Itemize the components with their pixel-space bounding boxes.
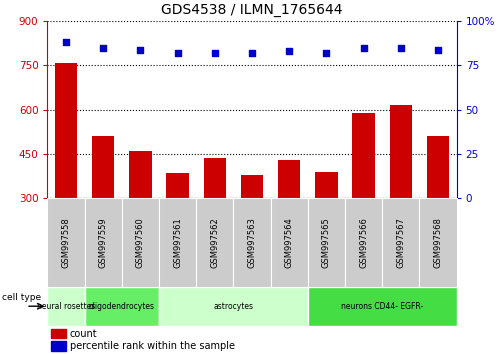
Point [397, 45, 405, 51]
Bar [278, 160, 300, 198]
Text: astrocytes: astrocytes [214, 302, 253, 311]
Text: GSM997558: GSM997558 [61, 217, 70, 268]
Bar [47, 198, 85, 287]
Text: GSM997563: GSM997563 [248, 217, 256, 268]
Bar [270, 198, 308, 287]
Bar [55, 63, 77, 198]
Bar [47, 287, 85, 326]
Bar [51, 329, 66, 338]
Bar [241, 175, 263, 198]
Text: GSM997567: GSM997567 [396, 217, 405, 268]
Point [136, 47, 144, 52]
Text: GSM997562: GSM997562 [210, 217, 219, 268]
Text: GSM997566: GSM997566 [359, 217, 368, 268]
Point [99, 45, 107, 51]
Point [322, 50, 330, 56]
Text: oligodendrocytes: oligodendrocytes [89, 302, 155, 311]
Point [62, 40, 70, 45]
Text: percentile rank within the sample: percentile rank within the sample [70, 341, 235, 352]
Bar [92, 136, 114, 198]
Text: neurons CD44- EGFR-: neurons CD44- EGFR- [341, 302, 423, 311]
Bar [419, 198, 457, 287]
Point [360, 45, 368, 51]
Bar [51, 341, 66, 351]
Bar [167, 173, 189, 198]
Text: cell type: cell type [2, 293, 41, 302]
Text: GSM997559: GSM997559 [99, 217, 108, 268]
Bar [159, 287, 308, 326]
Bar [427, 136, 449, 198]
Bar [85, 198, 122, 287]
Title: GDS4538 / ILMN_1765644: GDS4538 / ILMN_1765644 [161, 4, 343, 17]
Bar [204, 159, 226, 198]
Text: GSM997565: GSM997565 [322, 217, 331, 268]
Bar [129, 151, 152, 198]
Text: GSM997568: GSM997568 [434, 217, 443, 268]
Text: GSM997560: GSM997560 [136, 217, 145, 268]
Bar [196, 198, 234, 287]
Point [174, 50, 182, 56]
Bar [352, 113, 375, 198]
Text: GSM997564: GSM997564 [285, 217, 294, 268]
Point [434, 47, 442, 52]
Point [248, 50, 256, 56]
Bar [315, 172, 337, 198]
Bar [308, 198, 345, 287]
Point [285, 48, 293, 54]
Bar [159, 198, 196, 287]
Bar [122, 198, 159, 287]
Text: neural rosettes: neural rosettes [37, 302, 95, 311]
Bar [345, 198, 382, 287]
Bar [308, 287, 457, 326]
Text: count: count [70, 329, 97, 339]
Bar [382, 198, 419, 287]
Bar [390, 105, 412, 198]
Text: GSM997561: GSM997561 [173, 217, 182, 268]
Bar [85, 287, 159, 326]
Bar [234, 198, 270, 287]
Point [211, 50, 219, 56]
